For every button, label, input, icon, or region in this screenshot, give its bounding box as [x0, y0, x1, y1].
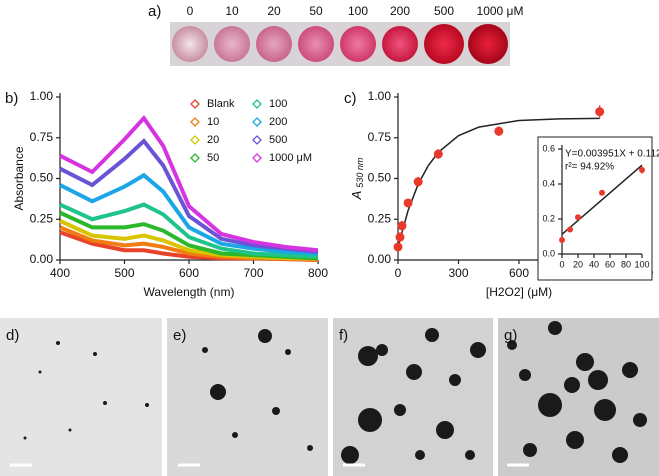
data-point: [413, 177, 423, 187]
x-tick-label: 600: [179, 266, 199, 280]
well-label: 20: [267, 4, 281, 18]
x-tick-label: 20: [573, 259, 583, 269]
panel-label: c): [344, 90, 357, 107]
panel-label: f): [339, 327, 348, 344]
y-axis-label: A 530 nm: [349, 157, 365, 200]
panel-label: g): [504, 327, 517, 344]
y-tick-label: 0.00: [368, 252, 392, 266]
tem-images: [0, 318, 659, 476]
x-tick-label: 40: [589, 259, 599, 269]
data-point: [403, 198, 413, 208]
annotation: r²= 94.92%: [565, 162, 614, 173]
legend-label: 50: [207, 152, 219, 164]
x-tick-label: 80: [621, 259, 631, 269]
y-tick-label: 0.50: [30, 171, 54, 185]
y-tick-label: 0.6: [542, 143, 555, 153]
data-point: [393, 242, 403, 252]
data-point: [639, 167, 645, 173]
legend-marker: [252, 135, 262, 145]
y-tick-label: 0.2: [542, 213, 555, 223]
y-axis-label-main: Absorbance: [12, 146, 26, 210]
legend-marker: [190, 153, 200, 163]
x-tick-label: 500: [114, 266, 134, 280]
y-tick-label: 0.25: [368, 211, 392, 225]
data-point: [395, 232, 405, 242]
y-tick-label: 0.25: [30, 211, 54, 225]
legend-marker: [252, 153, 262, 163]
y-tick-label: 1.00: [30, 89, 54, 103]
legend-marker: [252, 99, 262, 109]
legend-label: 10: [207, 116, 219, 128]
inset-frame: [537, 136, 653, 281]
well-label: 200: [390, 4, 410, 18]
data-point: [599, 189, 605, 196]
x-tick-label: 0: [395, 266, 402, 280]
well-plate-photo: [170, 22, 510, 66]
legend-label: 20: [207, 134, 219, 146]
well-label: 1000 μM: [477, 4, 524, 18]
x-tick-label: 100: [634, 259, 649, 269]
well-label: 0: [187, 4, 194, 18]
x-tick-label: 700: [243, 266, 263, 280]
legend-label: 100: [269, 98, 287, 110]
x-tick-label: 600: [509, 266, 529, 280]
legend-marker: [190, 117, 200, 127]
y-tick-label: 0.00: [30, 252, 54, 266]
fit-line: [397, 117, 600, 248]
spectrum-line: [59, 114, 319, 253]
x-tick-label: 300: [448, 266, 468, 280]
legend-label: 500: [269, 134, 287, 146]
spectrum-line: [59, 202, 319, 259]
x-axis-label: Wavelength (nm): [144, 285, 235, 299]
legend-marker: [190, 135, 200, 145]
x-tick-label: 0: [559, 259, 564, 269]
panel-label: d): [6, 327, 19, 344]
y-tick-label: 0.4: [542, 178, 555, 188]
annotation: Y=0.003951X + 0.1122: [565, 149, 659, 160]
data-point: [559, 237, 565, 243]
x-tick-label: 60: [605, 259, 615, 269]
well-label: 100: [348, 4, 368, 18]
y-axis-label: Absorbance: [12, 146, 26, 210]
x-tick-label: 800: [308, 266, 328, 280]
legend-marker: [252, 117, 262, 127]
y-tick-label: 0.75: [30, 130, 54, 144]
legend-label: 1000 μM: [269, 152, 312, 164]
y-axis-label-sub: 530 nm: [355, 157, 365, 188]
data-point: [433, 149, 443, 159]
well-label: 500: [434, 4, 454, 18]
y-tick-label: 1.00: [368, 89, 392, 103]
well-label: 50: [309, 4, 323, 18]
data-point: [575, 214, 581, 221]
panel-label: b): [5, 90, 18, 107]
spectrum-line: [59, 138, 319, 254]
data-point: [397, 221, 407, 231]
legend-label: 200: [269, 116, 287, 128]
y-tick-label: 0.50: [368, 171, 392, 185]
x-tick-label: 400: [50, 266, 70, 280]
legend-label: Blank: [207, 98, 235, 110]
data-point: [494, 126, 504, 136]
data-point: [595, 107, 605, 117]
well-label: 10: [225, 4, 239, 18]
y-tick-label: 0.0: [542, 248, 555, 258]
data-point: [567, 226, 573, 233]
panel-label: e): [173, 327, 186, 344]
y-axis-label-main: A: [349, 191, 364, 201]
spectrum-line: [59, 172, 319, 256]
fit-line: [561, 164, 643, 235]
legend-marker: [190, 99, 200, 109]
y-tick-label: 0.75: [368, 130, 392, 144]
x-axis-label: [H2O2] (μM): [486, 285, 552, 299]
panel-label: a): [148, 3, 161, 20]
